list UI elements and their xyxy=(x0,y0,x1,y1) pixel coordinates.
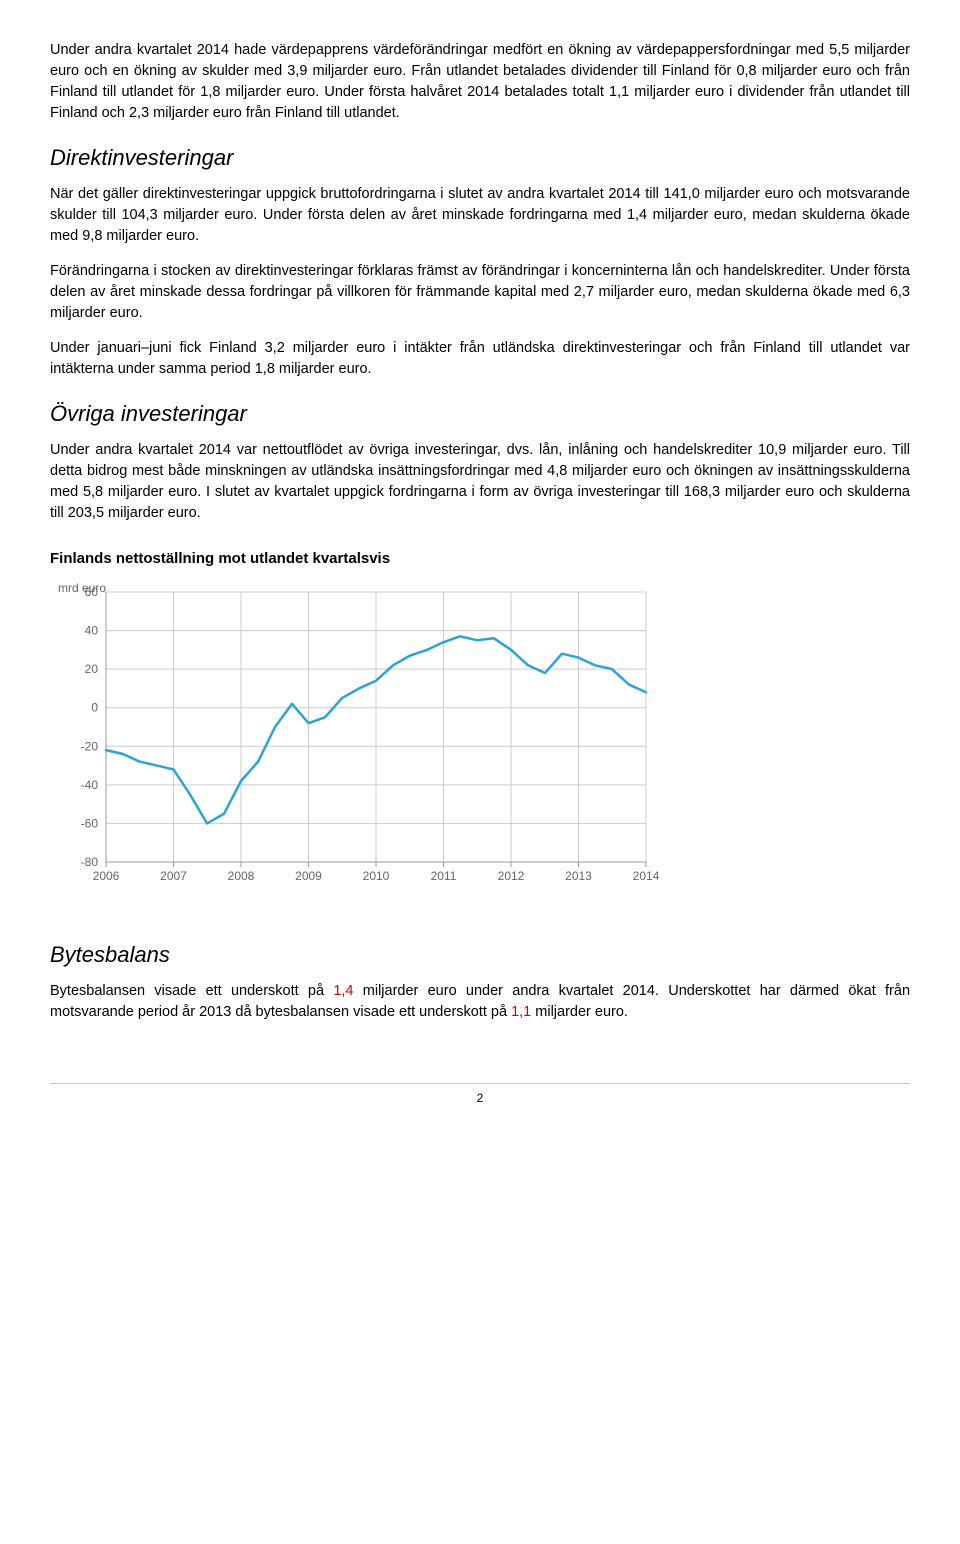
svg-text:20: 20 xyxy=(85,662,99,676)
svg-text:mrd euro: mrd euro xyxy=(58,582,106,595)
svg-text:2010: 2010 xyxy=(363,869,390,883)
bytes-red-1: 1,4 xyxy=(333,983,353,999)
svg-text:2006: 2006 xyxy=(93,869,120,883)
heading-bytesbalans: Bytesbalans xyxy=(50,939,910,971)
svg-text:2013: 2013 xyxy=(565,869,592,883)
svg-text:-20: -20 xyxy=(81,739,99,753)
svg-text:-60: -60 xyxy=(81,816,99,830)
heading-ovriga: Övriga investeringar xyxy=(50,398,910,430)
page-number: 2 xyxy=(50,1083,910,1107)
bytes-red-2: 1,1 xyxy=(511,1004,531,1020)
svg-text:2007: 2007 xyxy=(160,869,187,883)
ovriga-p1: Under andra kvartalet 2014 var nettoutfl… xyxy=(50,440,910,524)
svg-text:-40: -40 xyxy=(81,778,99,792)
svg-text:2009: 2009 xyxy=(295,869,322,883)
direkt-p3: Under januari–juni fick Finland 3,2 milj… xyxy=(50,338,910,380)
svg-text:0: 0 xyxy=(91,700,98,714)
svg-text:2012: 2012 xyxy=(498,869,525,883)
svg-text:60: 60 xyxy=(85,585,99,599)
net-position-chart: mrd euro -80 -60 -40 -20 0 20 40 60 2006 2007 2008 2… xyxy=(50,582,910,909)
svg-text:-80: -80 xyxy=(81,855,99,869)
bytes-p1: Bytesbalansen visade ett underskott på 1… xyxy=(50,981,910,1023)
svg-text:2008: 2008 xyxy=(228,869,255,883)
svg-text:40: 40 xyxy=(85,623,99,637)
chart-svg: mrd euro -80 -60 -40 -20 0 20 40 60 2006 2007 2008 2… xyxy=(50,582,660,902)
svg-text:2011: 2011 xyxy=(431,869,457,883)
intro-paragraph: Under andra kvartalet 2014 hade värdepap… xyxy=(50,40,910,124)
chart-title: Finlands nettoställning mot utlandet kva… xyxy=(50,548,910,570)
svg-text:2014: 2014 xyxy=(633,869,660,883)
direkt-p1: När det gäller direktinvesteringar uppgi… xyxy=(50,184,910,247)
heading-direktinvesteringar: Direktinvesteringar xyxy=(50,142,910,174)
bytes-text-a: Bytesbalansen visade ett underskott på xyxy=(50,983,333,999)
direkt-p2: Förändringarna i stocken av direktinvest… xyxy=(50,261,910,324)
bytes-text-c: miljarder euro. xyxy=(531,1004,628,1020)
